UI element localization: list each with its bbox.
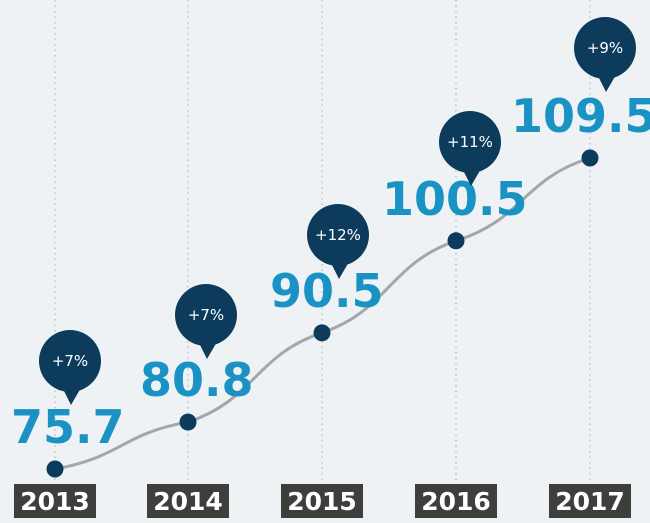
value-label-2015: 90.5 bbox=[270, 264, 384, 318]
year-box bbox=[14, 484, 96, 518]
badge-circle bbox=[574, 17, 636, 79]
year-label: 2015 bbox=[287, 487, 357, 516]
badge-circle bbox=[39, 330, 101, 392]
year-label: 2014 bbox=[153, 487, 223, 516]
year-box bbox=[415, 484, 497, 518]
value-label-2017: 109.5 bbox=[511, 89, 650, 143]
value-label-2016: 100.5 bbox=[382, 172, 528, 226]
year-box bbox=[147, 484, 229, 518]
badge-pointer bbox=[63, 386, 82, 405]
data-point-2014 bbox=[179, 413, 197, 431]
year-tick-2014: 2014 bbox=[147, 484, 229, 518]
year-label: 2013 bbox=[20, 487, 90, 516]
badge-label: +7% bbox=[52, 352, 88, 370]
year-box bbox=[549, 484, 631, 518]
year-label: 2017 bbox=[555, 487, 625, 516]
badge-pointer bbox=[199, 340, 218, 359]
badge-circle bbox=[439, 111, 501, 173]
badge-pointer bbox=[331, 260, 350, 279]
growth-badge-2017: +9% bbox=[574, 17, 636, 92]
badge-label: +12% bbox=[315, 226, 361, 244]
value-label-2014: 80.8 bbox=[140, 353, 254, 407]
badge-label: +9% bbox=[587, 39, 623, 57]
year-tick-2015: 2015 bbox=[281, 484, 363, 518]
data-point-2016 bbox=[447, 232, 465, 250]
data-point-2015 bbox=[313, 324, 331, 342]
badge-label: +11% bbox=[447, 133, 493, 151]
data-point-2017 bbox=[581, 149, 599, 167]
badge-circle bbox=[307, 204, 369, 266]
growth-badge-2015: +12% bbox=[307, 204, 369, 279]
year-label: 2016 bbox=[421, 487, 491, 516]
growth-badges: +7% +7% +12% +11% +9% bbox=[39, 17, 636, 405]
year-axis: 2013 2014 2015 2016 2017 bbox=[14, 484, 631, 518]
growth-badge-2014: +7% bbox=[175, 284, 237, 359]
year-box bbox=[281, 484, 363, 518]
badge-circle bbox=[175, 284, 237, 346]
data-point-2013 bbox=[46, 460, 64, 478]
value-labels: 75.7 80.8 90.5 100.5 109.5 bbox=[11, 89, 650, 454]
year-tick-2016: 2016 bbox=[415, 484, 497, 518]
badge-label: +7% bbox=[188, 306, 224, 324]
badge-pointer bbox=[463, 167, 482, 186]
growth-badge-2016: +11% bbox=[439, 111, 501, 186]
year-tick-2013: 2013 bbox=[14, 484, 96, 518]
year-tick-2017: 2017 bbox=[549, 484, 631, 518]
growth-badge-2013: +7% bbox=[39, 330, 101, 405]
data-points bbox=[46, 149, 599, 478]
badge-pointer bbox=[598, 73, 617, 92]
value-label-2013: 75.7 bbox=[11, 400, 125, 454]
